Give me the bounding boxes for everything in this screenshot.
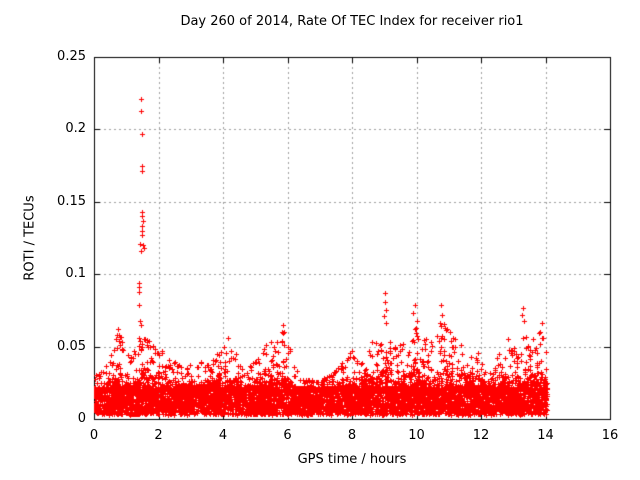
y-tick-label: 0.25 (57, 49, 86, 64)
x-tick-label: 6 (283, 428, 292, 443)
y-tick-label: 0.1 (65, 266, 86, 282)
x-tick-label: 12 (472, 428, 490, 443)
x-tick-label: 8 (347, 428, 357, 443)
x-tick-label: 14 (537, 428, 554, 443)
x-tick-label: 4 (218, 428, 228, 443)
y-tick-label: 0 (77, 411, 86, 426)
y-tick-label: 0.05 (57, 338, 86, 354)
x-tick-label: 0 (89, 428, 99, 443)
x-tick-label: 2 (154, 428, 163, 443)
chart-title: Day 260 of 2014, Rate Of TEC Index for r… (180, 14, 524, 29)
y-tick-label: 0.2 (65, 121, 86, 137)
x-tick-label: 10 (408, 428, 425, 443)
x-tick-label: 16 (601, 428, 619, 443)
x-axis-label: GPS time / hours (297, 452, 407, 467)
y-tick-label: 0.15 (57, 193, 86, 209)
